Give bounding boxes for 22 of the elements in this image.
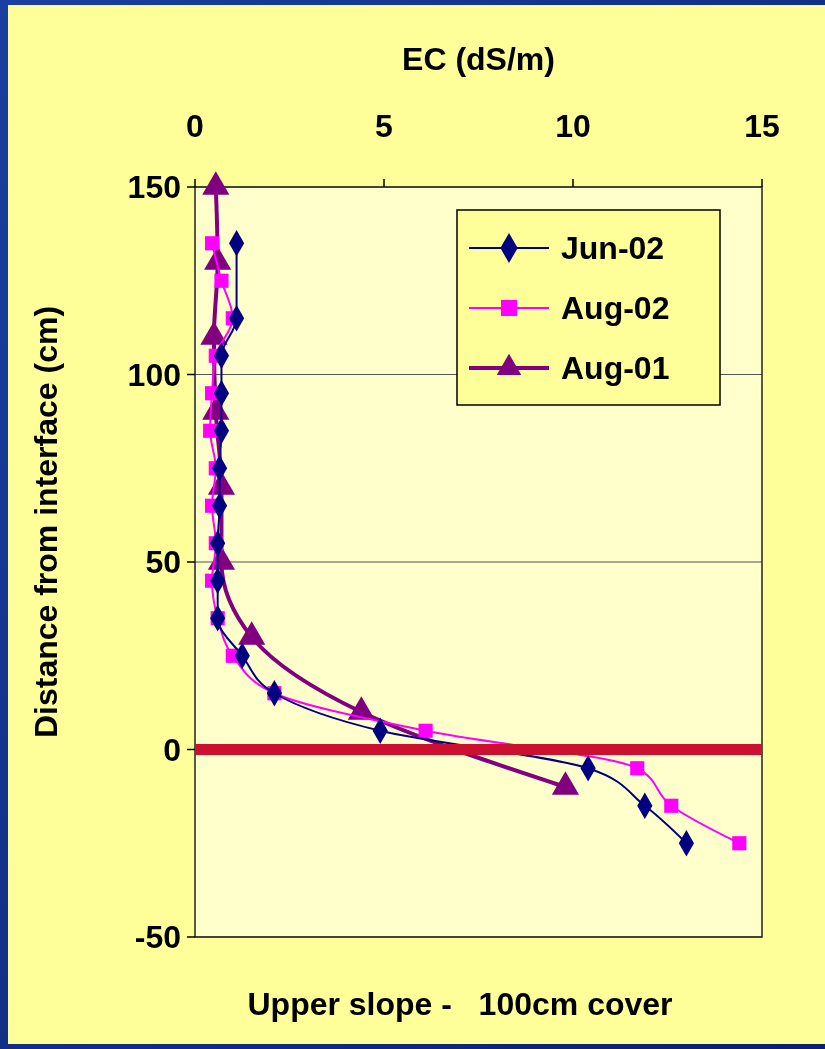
x-tick-label: 0 bbox=[186, 108, 204, 144]
x-tick-label: 5 bbox=[375, 108, 393, 144]
point bbox=[204, 236, 220, 251]
y-tick-label: 150 bbox=[127, 169, 181, 206]
point bbox=[214, 273, 229, 288]
x-axis-title: EC (dS/m) bbox=[402, 41, 555, 77]
x-tick-label: 10 bbox=[555, 108, 591, 144]
point bbox=[203, 423, 218, 438]
y-axis-title: Distance from interface (cm) bbox=[28, 305, 64, 739]
point bbox=[630, 761, 645, 776]
legend-label: Jun-02 bbox=[561, 230, 665, 267]
y-tick-label: 0 bbox=[163, 731, 181, 768]
point bbox=[418, 723, 433, 738]
legend-label: Aug-01 bbox=[561, 350, 670, 387]
text: Upper slope - 100cm cover bbox=[247, 986, 673, 1022]
y-tick-label: -50 bbox=[134, 919, 181, 956]
y-tick-label: 100 bbox=[127, 356, 181, 393]
point bbox=[664, 798, 679, 813]
y-tick-label: 50 bbox=[145, 544, 181, 581]
point bbox=[732, 836, 747, 851]
x-tick-label: 15 bbox=[744, 108, 780, 144]
legend-label: Aug-02 bbox=[561, 290, 670, 327]
